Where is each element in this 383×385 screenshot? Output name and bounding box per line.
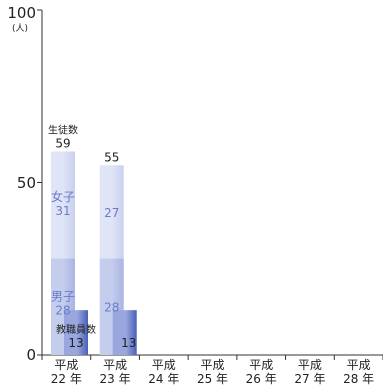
staff-value: 13	[121, 336, 136, 350]
x-tick-label-era: 平成	[103, 358, 127, 372]
y-tick-label-0: 0	[26, 346, 36, 364]
male-value: 28	[104, 301, 119, 315]
x-tick-label-year: 23 年	[100, 372, 131, 385]
x-tick-label-era: 平成	[298, 358, 322, 372]
x-tick-label-year: 27 年	[294, 372, 325, 385]
students-series-label: 生徒数	[48, 123, 78, 136]
x-tick-label-era: 平成	[54, 358, 78, 372]
axis-ticks	[37, 9, 383, 360]
bar-staff	[64, 310, 88, 355]
students-total-value: 55	[104, 150, 119, 164]
female-series-label: 女子	[51, 189, 75, 204]
students-total-value: 59	[55, 136, 70, 150]
male-series-label: 男子	[51, 290, 75, 304]
x-tick-label-year: 24 年	[148, 372, 179, 385]
y-tick-label-50: 50	[17, 174, 36, 192]
x-tick-label-year: 22 年	[51, 372, 82, 385]
bars	[51, 151, 137, 355]
female-value: 31	[55, 204, 70, 218]
bar-female-students	[99, 165, 124, 259]
bar-staff	[112, 310, 137, 355]
staff-series-label: 教職員数	[56, 323, 96, 336]
x-tick-label-year: 28 年	[343, 372, 374, 385]
x-tick-label-year: 26 年	[246, 372, 277, 385]
x-tick-label-era: 平成	[152, 358, 176, 372]
staff-value: 13	[68, 336, 83, 350]
x-tick-label-era: 平成	[249, 358, 273, 372]
female-value: 27	[104, 206, 119, 220]
bar-female-students	[51, 151, 75, 259]
x-tick-label-year: 25 年	[197, 372, 228, 385]
y-tick-label-100: 100	[7, 4, 36, 22]
male-value: 28	[55, 304, 70, 318]
x-tick-label-era: 平成	[200, 358, 224, 372]
x-tick-label-era: 平成	[347, 358, 371, 372]
y-unit-label: (人)	[12, 23, 28, 34]
